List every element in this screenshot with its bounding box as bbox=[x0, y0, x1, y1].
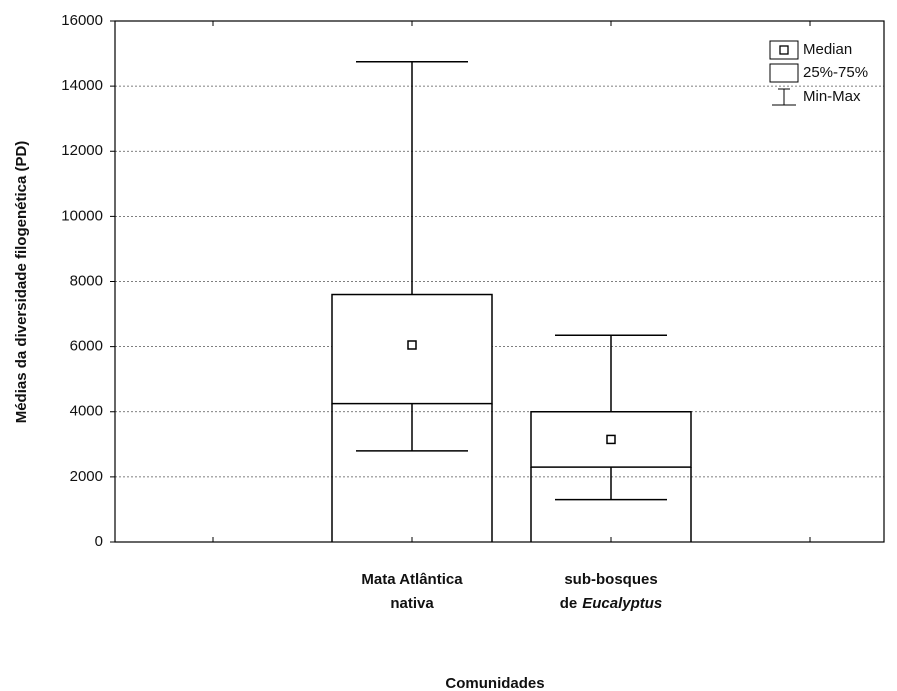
box-group bbox=[530, 334, 692, 542]
y-tick-label: 10000 bbox=[61, 207, 103, 224]
y-tick-label: 14000 bbox=[61, 77, 103, 94]
x-tick-label-part: Mata Atlântica bbox=[361, 571, 463, 588]
y-tick-label: 6000 bbox=[70, 338, 103, 355]
y-tick-label: 4000 bbox=[70, 403, 103, 420]
legend-label: Median bbox=[803, 41, 852, 58]
x-tick-label-part: Eucalyptus bbox=[582, 595, 662, 612]
legend-label: Min-Max bbox=[803, 88, 861, 105]
x-tick-label: Mata Atlântica bbox=[361, 571, 463, 588]
legend-marker-median bbox=[779, 45, 789, 55]
x-tick-label: sub-bosques bbox=[564, 571, 657, 588]
box-group bbox=[331, 60, 493, 542]
x-tick-label: nativa bbox=[390, 595, 434, 612]
median-marker bbox=[606, 434, 616, 445]
legend-label: 25%-75% bbox=[803, 64, 868, 81]
x-tick-label-part: de bbox=[560, 595, 578, 612]
legend-box-iqr bbox=[769, 63, 799, 83]
y-tick-label: 16000 bbox=[61, 12, 103, 29]
y-tick-label: 0 bbox=[95, 533, 103, 550]
y-tick-label: 12000 bbox=[61, 142, 103, 159]
x-axis-label: Comunidades bbox=[445, 675, 544, 691]
y-tick-label: 2000 bbox=[70, 468, 103, 485]
median-marker bbox=[407, 340, 417, 350]
x-tick-label: de Eucalyptus bbox=[560, 595, 663, 612]
y-tick-label: 8000 bbox=[70, 272, 103, 289]
box bbox=[331, 293, 493, 405]
y-axis-label: Médias da diversidade filogenética (PD) bbox=[13, 141, 30, 424]
x-tick-label-part: nativa bbox=[390, 595, 434, 612]
x-tick-label-part: sub-bosques bbox=[564, 571, 657, 588]
plot-frame bbox=[114, 20, 885, 543]
